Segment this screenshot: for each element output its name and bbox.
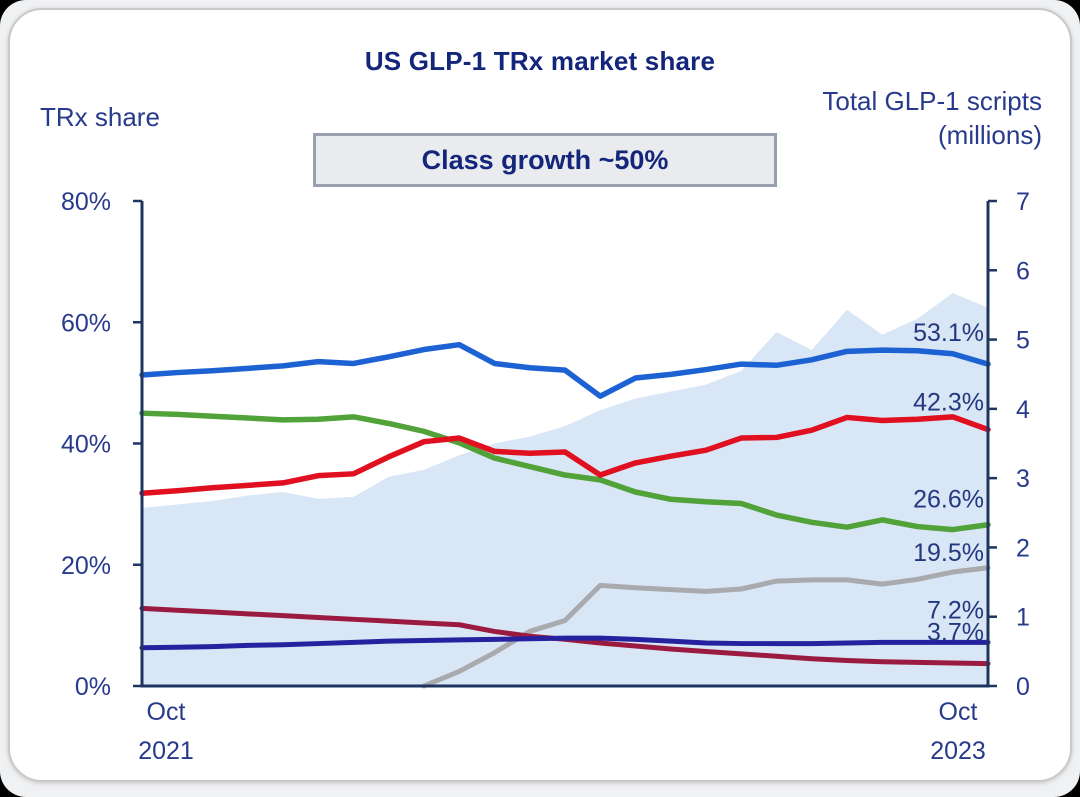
gray-line-end-label: 19.5% xyxy=(913,539,984,567)
navy-line-end-label: 7.2% xyxy=(927,596,984,624)
annotation-text: Class growth ~50% xyxy=(421,144,669,175)
navy-line xyxy=(139,635,991,651)
right-axis-tick-label: 0 xyxy=(1016,673,1030,701)
right-axis-tick-label: 4 xyxy=(1016,396,1030,424)
maroon-line-end-label: 3.7% xyxy=(927,619,984,647)
class-growth-annotation: Class growth ~50% xyxy=(313,133,777,187)
right-axis-tick-label: 3 xyxy=(1016,465,1030,493)
green-line xyxy=(139,410,991,533)
right-axis-tick-label: 5 xyxy=(1016,327,1030,355)
right-axis-tick-label: 2 xyxy=(1016,534,1030,562)
left-axis-tick-label: 0% xyxy=(75,673,111,701)
right-axis-title-line1: Total GLP-1 scripts xyxy=(822,86,1042,116)
right-axis-title-line2: (millions) xyxy=(938,120,1042,150)
blue-line xyxy=(139,341,991,399)
right-axis-title: Total GLP-1 scripts (millions) xyxy=(822,84,1042,152)
right-axis-tick-label: 1 xyxy=(1016,604,1030,632)
chart-title: US GLP-1 TRx market share xyxy=(364,46,716,76)
left-axis-tick-label: 60% xyxy=(61,309,111,337)
blue-line-end-label: 53.1% xyxy=(913,319,984,347)
x-label-start-year: 2021 xyxy=(138,737,194,765)
green-line-end-label: 26.6% xyxy=(913,486,984,514)
x-label-start-month: Oct xyxy=(147,698,186,726)
right-axis-tick-label: 6 xyxy=(1016,257,1030,285)
right-axis-tick-label: 7 xyxy=(1016,188,1030,216)
x-label-end-year: 2023 xyxy=(930,737,986,765)
left-axis-tick-label: 80% xyxy=(61,188,111,216)
left-axis-tick-label: 20% xyxy=(61,552,111,580)
total-scripts-area xyxy=(142,293,988,686)
x-label-end-month: Oct xyxy=(939,698,978,726)
red-line xyxy=(139,414,991,496)
left-axis-title: TRx share xyxy=(40,102,160,132)
red-line-end-label: 42.3% xyxy=(913,389,984,417)
left-axis-tick-label: 40% xyxy=(61,431,111,459)
